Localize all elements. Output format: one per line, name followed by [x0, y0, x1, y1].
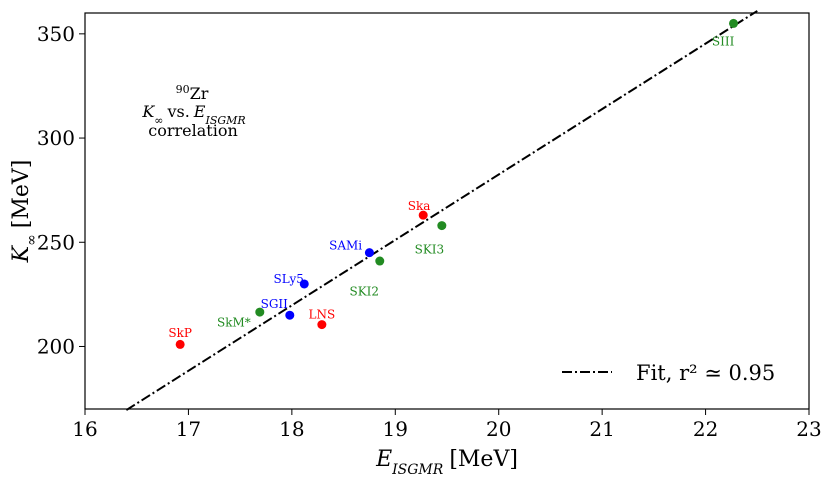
x-tick-label: 23	[796, 417, 821, 441]
y-tick-label: 300	[37, 126, 75, 150]
data-points: SkP SkM* SGII SLy5 LNS SAMi SKI2 Ska SKI3 SIII	[168, 18, 738, 349]
y-tick-label: 200	[37, 334, 75, 358]
data-point-ska	[418, 210, 428, 220]
data-point-ski2	[375, 256, 385, 266]
data-point-sgii	[285, 310, 295, 320]
y-axis-title: K∞[MeV]	[9, 160, 40, 264]
data-point-sami	[364, 248, 374, 258]
data-label-ski2: SKI2	[349, 284, 379, 298]
x-tick-label: 22	[693, 417, 718, 441]
annotation-line-3: correlation	[148, 121, 238, 140]
data-point-sly5	[299, 279, 309, 289]
data-label-sami: SAMi	[329, 239, 362, 253]
axis-ticks: 16 17 18 19 20 21 22 23 200 250 300 350	[37, 22, 822, 441]
data-point-skp	[175, 339, 185, 349]
fit-line-group	[125, 10, 758, 411]
data-point-ski3	[437, 221, 447, 231]
legend-label: Fit, r² ≃ 0.95	[636, 361, 775, 385]
x-axis-title: EISGMR [MeV]	[375, 447, 518, 478]
y-tick-label: 250	[37, 230, 75, 254]
data-label-ski3: SKI3	[415, 243, 445, 257]
data-label-lns: LNS	[308, 307, 335, 321]
legend: Fit, r² ≃ 0.95	[562, 361, 775, 385]
data-label-sgii: SGII	[261, 297, 289, 311]
annotation-line-1: 90Zr	[176, 83, 209, 104]
data-label-sly5: SLy5	[274, 272, 304, 286]
data-label-siii: SIII	[712, 34, 735, 48]
data-point-skm	[255, 307, 265, 317]
plot-frame	[84, 12, 810, 410]
data-point-lns	[317, 320, 327, 330]
data-point-siii	[728, 18, 738, 28]
x-tick-label: 16	[72, 417, 97, 441]
data-label-ska: Ska	[408, 199, 431, 213]
y-tick-label: 350	[37, 22, 75, 46]
data-label-skm: SkM*	[217, 316, 251, 330]
x-tick-label: 21	[589, 417, 614, 441]
x-tick-label: 19	[383, 417, 408, 441]
x-tick-label: 18	[279, 417, 304, 441]
fit-line	[125, 10, 758, 411]
x-tick-label: 20	[486, 417, 511, 441]
data-label-skp: SkP	[168, 326, 192, 340]
annotation-line-2: K∞ vs. EISGMR	[141, 102, 245, 127]
annotation-block: 90Zr K∞ vs. EISGMR correlation	[141, 83, 245, 141]
x-tick-label: 17	[176, 417, 201, 441]
